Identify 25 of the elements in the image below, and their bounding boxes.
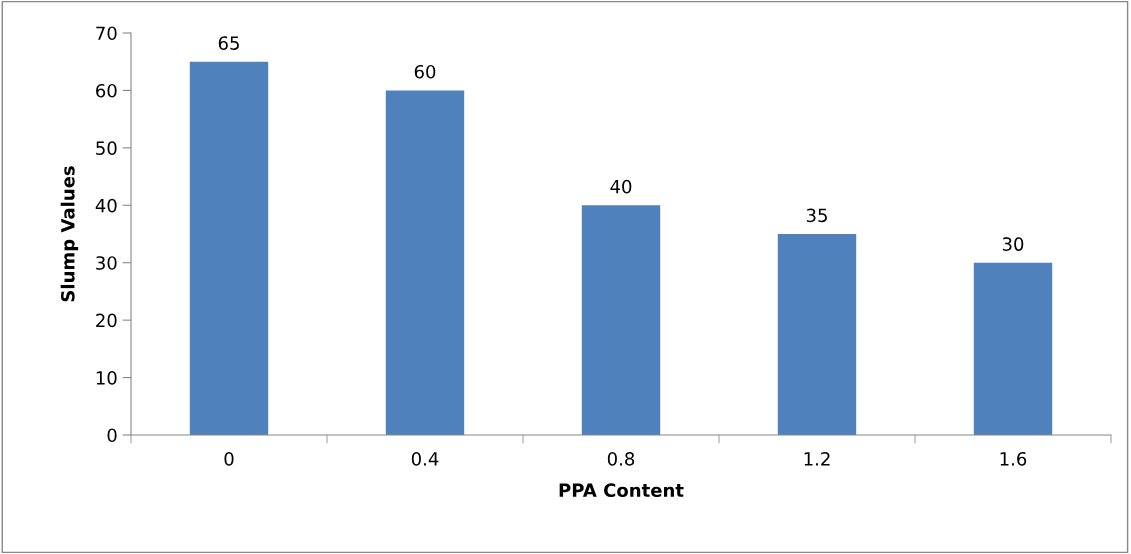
bar xyxy=(189,61,269,435)
x-tick-label: 1.2 xyxy=(804,451,830,466)
x-tick-label: 1.6 xyxy=(1000,451,1027,466)
y-tick-label: 70 xyxy=(96,26,117,41)
data-label: 65 xyxy=(218,36,239,50)
y-axis-title: Slump Values xyxy=(60,166,79,302)
y-tick-label: 30 xyxy=(96,256,117,270)
data-label: 30 xyxy=(1002,237,1024,251)
y-tick-label: 0 xyxy=(107,428,117,443)
data-label: 60 xyxy=(414,64,436,79)
y-tick-label: 10 xyxy=(96,371,117,385)
y-tick-label: 20 xyxy=(96,313,117,328)
y-tick-label: 40 xyxy=(95,198,117,213)
y-tick-label: 50 xyxy=(96,141,117,155)
data-label: 35 xyxy=(806,208,827,223)
bar xyxy=(385,90,465,435)
x-tick-label: 0.8 xyxy=(607,451,635,466)
y-tick-label: 60 xyxy=(96,83,117,98)
data-label: 40 xyxy=(610,179,632,194)
bar xyxy=(581,205,661,435)
x-tick-label: 0.4 xyxy=(411,451,439,466)
bar xyxy=(777,234,857,435)
x-tick-label: 0 xyxy=(224,451,234,466)
x-axis-title: PPA Content xyxy=(559,483,684,498)
bar xyxy=(973,262,1053,435)
